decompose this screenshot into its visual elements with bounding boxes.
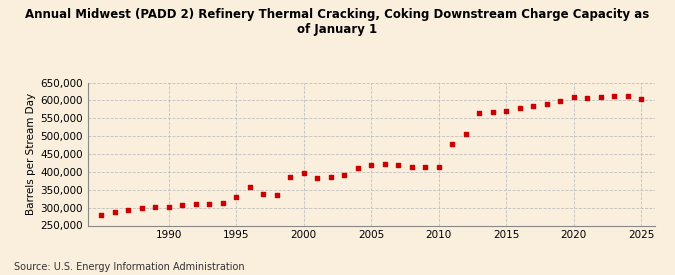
Point: [96, 213, 107, 217]
Point: [514, 106, 525, 111]
Point: [474, 111, 485, 115]
Point: [595, 95, 606, 99]
Point: [433, 165, 444, 169]
Point: [541, 102, 552, 106]
Point: [352, 166, 363, 170]
Point: [393, 163, 404, 167]
Point: [177, 203, 188, 208]
Point: [325, 175, 336, 179]
Point: [582, 95, 593, 100]
Point: [123, 208, 134, 212]
Y-axis label: Barrels per Stream Day: Barrels per Stream Day: [26, 93, 36, 215]
Point: [150, 205, 161, 210]
Point: [339, 173, 350, 178]
Point: [298, 171, 309, 175]
Point: [312, 176, 323, 180]
Point: [258, 192, 269, 196]
Point: [406, 164, 417, 169]
Point: [609, 94, 620, 99]
Point: [379, 162, 390, 166]
Point: [109, 210, 120, 214]
Point: [636, 97, 647, 101]
Point: [420, 165, 431, 169]
Point: [190, 202, 201, 207]
Point: [501, 109, 512, 113]
Text: Annual Midwest (PADD 2) Refinery Thermal Cracking, Coking Downstream Charge Capa: Annual Midwest (PADD 2) Refinery Thermal…: [26, 8, 649, 36]
Point: [163, 205, 174, 209]
Point: [568, 95, 579, 99]
Point: [217, 201, 228, 205]
Point: [528, 104, 539, 109]
Point: [244, 185, 255, 189]
Point: [622, 94, 633, 98]
Point: [447, 142, 458, 146]
Text: Source: U.S. Energy Information Administration: Source: U.S. Energy Information Administ…: [14, 262, 244, 272]
Point: [204, 202, 215, 206]
Point: [460, 132, 471, 137]
Point: [136, 206, 147, 211]
Point: [555, 99, 566, 103]
Point: [487, 110, 498, 114]
Point: [231, 195, 242, 199]
Point: [271, 193, 282, 197]
Point: [366, 163, 377, 168]
Point: [285, 175, 296, 179]
